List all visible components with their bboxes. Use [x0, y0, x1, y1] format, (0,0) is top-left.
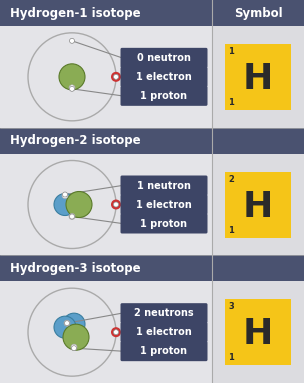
Circle shape [70, 86, 74, 91]
Circle shape [63, 313, 85, 335]
Circle shape [71, 346, 77, 351]
Text: 1 electron: 1 electron [136, 200, 192, 210]
Text: 1 electron: 1 electron [136, 72, 192, 82]
FancyBboxPatch shape [0, 0, 304, 26]
FancyBboxPatch shape [120, 303, 208, 323]
Text: Hydrogen-3 isotope: Hydrogen-3 isotope [10, 262, 141, 275]
FancyBboxPatch shape [120, 175, 208, 195]
Text: 0 neutron: 0 neutron [137, 53, 191, 63]
FancyBboxPatch shape [225, 44, 291, 110]
Text: 1: 1 [228, 47, 234, 56]
FancyBboxPatch shape [120, 341, 208, 361]
Circle shape [70, 38, 74, 43]
FancyBboxPatch shape [120, 48, 208, 68]
FancyBboxPatch shape [0, 255, 304, 282]
Circle shape [69, 213, 75, 219]
Text: 1: 1 [228, 226, 234, 234]
FancyBboxPatch shape [225, 172, 291, 237]
Circle shape [113, 330, 119, 335]
FancyBboxPatch shape [212, 282, 304, 383]
Circle shape [113, 74, 119, 79]
FancyBboxPatch shape [120, 195, 208, 214]
Text: H: H [243, 62, 273, 96]
Circle shape [64, 320, 70, 326]
Circle shape [54, 193, 76, 216]
Text: H: H [243, 317, 273, 351]
Circle shape [111, 327, 121, 337]
Text: 2: 2 [228, 175, 234, 183]
Circle shape [71, 344, 77, 350]
Circle shape [62, 193, 68, 198]
Circle shape [64, 321, 70, 326]
FancyBboxPatch shape [120, 322, 208, 342]
Text: H: H [243, 190, 273, 224]
Text: Symbol: Symbol [234, 7, 282, 20]
Circle shape [59, 64, 85, 90]
FancyBboxPatch shape [0, 26, 212, 128]
Text: Hydrogen-1 isotope: Hydrogen-1 isotope [10, 7, 141, 20]
Text: 1 proton: 1 proton [140, 219, 188, 229]
Circle shape [113, 74, 119, 79]
Text: 1 electron: 1 electron [136, 327, 192, 337]
Circle shape [54, 316, 76, 338]
Text: 1: 1 [228, 353, 234, 362]
Circle shape [113, 202, 119, 207]
Circle shape [113, 330, 119, 335]
Text: Hydrogen-2 isotope: Hydrogen-2 isotope [10, 134, 141, 147]
Text: 1 proton: 1 proton [140, 91, 188, 101]
FancyBboxPatch shape [0, 282, 212, 383]
FancyBboxPatch shape [120, 67, 208, 87]
Circle shape [111, 200, 121, 210]
FancyBboxPatch shape [212, 154, 304, 255]
FancyBboxPatch shape [120, 86, 208, 106]
Text: 1 proton: 1 proton [140, 346, 188, 356]
Circle shape [63, 192, 67, 197]
Text: 1: 1 [228, 98, 234, 107]
Text: 3: 3 [228, 302, 234, 311]
Text: 1 neutron: 1 neutron [137, 180, 191, 190]
Text: 2 neutrons: 2 neutrons [134, 308, 194, 318]
FancyBboxPatch shape [225, 299, 291, 365]
FancyBboxPatch shape [120, 213, 208, 234]
FancyBboxPatch shape [0, 128, 304, 154]
Circle shape [69, 85, 75, 91]
FancyBboxPatch shape [0, 154, 212, 255]
Circle shape [66, 192, 92, 218]
Circle shape [63, 324, 89, 350]
Circle shape [111, 72, 121, 82]
FancyBboxPatch shape [212, 26, 304, 128]
Circle shape [70, 214, 74, 219]
Circle shape [113, 202, 119, 207]
